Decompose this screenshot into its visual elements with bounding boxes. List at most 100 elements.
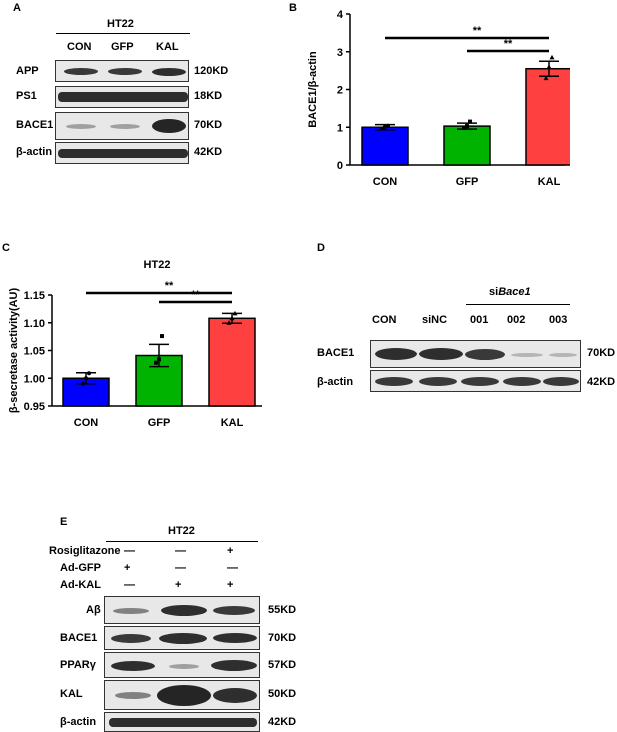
panel-a-blot-app <box>55 60 189 82</box>
panel-c-point-con-2 <box>87 371 91 376</box>
panel-a-row-bace1-kd: 70KD <box>194 119 223 131</box>
panel-e-adgfp-mark-3: — <box>227 562 238 574</box>
panel-e-row-actin-kd: 42KD <box>268 716 297 728</box>
panel-b-sig-label-1: ** <box>473 25 482 37</box>
panel-e-adgfp-mark-2: — <box>175 562 186 574</box>
panel-b-point-kal-2 <box>549 54 555 60</box>
panel-e-treatment-adkal-label: Ad-KAL <box>60 579 101 591</box>
panel-c-ytick-label-3: 1.10 <box>24 318 45 330</box>
panel-b-point-con-0 <box>380 126 384 131</box>
panel-c-ytick-label-1: 1.00 <box>24 373 45 385</box>
panel-b-point-gfp-1 <box>465 124 469 129</box>
panel-c-bar-kal <box>208 317 256 407</box>
panel-d-lane-sinc: siNC <box>422 314 448 326</box>
panel-c-xtick-label-kal: KAL <box>221 417 244 429</box>
panel-e-rosi-mark-2: — <box>175 545 186 557</box>
panel-b-ytick-label-3: 3 <box>337 47 343 59</box>
panel-d-blot-bace1 <box>370 340 581 368</box>
panel-d-group-prefix: si <box>489 286 499 298</box>
panel-a-blot-ps1 <box>55 86 189 108</box>
panel-a-row-ps1-label: PS1 <box>16 90 37 102</box>
panel-c-point-kal-2 <box>232 310 238 316</box>
panel-c-xtick-label-gfp: GFP <box>148 417 171 429</box>
panel-e-blot-bace1 <box>104 626 260 650</box>
panel-c-point-gfp-2 <box>160 334 164 339</box>
panel-a-row-ps1-kd: 18KD <box>194 90 223 102</box>
panel-b-sig-label-2: ** <box>504 38 513 50</box>
panel-e-row-bace1-kd: 70KD <box>268 632 297 644</box>
panel-e-row-bace1-label: BACE1 <box>60 632 98 644</box>
panel-d-row-bace1-label: BACE1 <box>317 347 355 359</box>
panel-d-blot-actin <box>370 370 581 392</box>
panel-c-point-gfp-1 <box>157 357 161 362</box>
panel-c-sig-label-2: ** <box>191 289 200 301</box>
panel-e-treatment-adgfp-label: Ad-GFP <box>60 562 101 574</box>
panel-a-row-bace1-label: BACE1 <box>16 119 54 131</box>
panel-b-xtick-label-con: CON <box>373 176 398 188</box>
panel-a-row-app-kd: 120KD <box>194 65 229 77</box>
panel-b-ytick-label-1: 1 <box>337 122 343 134</box>
panel-e-row-kal-label: KAL <box>60 688 83 700</box>
panel-a-lane-kal: KAL <box>156 41 179 53</box>
panel-b-bar-con <box>361 126 409 166</box>
panel-b-chart: 0 1 2 3 4 BACE1/β-actin CON GFP KAL ** ** <box>307 9 570 188</box>
panel-e-label: E <box>60 516 68 528</box>
panel-b-point-con-2 <box>386 123 390 128</box>
panel-d-group-label: siBace1 <box>489 286 531 298</box>
panel-a-title: HT22 <box>107 18 134 30</box>
panel-e-row-actin-label: β-actin <box>60 716 97 728</box>
panel-e-blot-kal <box>104 680 260 710</box>
panel-d-group-underline <box>466 304 570 305</box>
panel-a-row-app-label: APP <box>16 65 39 77</box>
panel-e-blot-abeta <box>104 596 260 624</box>
panel-d-row-actin-label: β-actin <box>317 376 354 388</box>
panel-b-label: B <box>289 2 297 14</box>
panel-d-row-actin-kd: 42KD <box>587 376 616 388</box>
panel-a-lane-con: CON <box>67 41 92 53</box>
panel-b-xtick-label-gfp: GFP <box>456 176 479 188</box>
panel-e-title-underline <box>106 541 258 542</box>
panel-c-chart: 0.95 1.00 1.05 1.10 1.15 β-secretase activity… <box>8 259 262 429</box>
panel-b-bar-kal <box>525 67 570 166</box>
panel-b-point-kal-1 <box>546 64 552 69</box>
panel-c-ytick-label-0: 0.95 <box>24 401 45 413</box>
panel-d-label: D <box>317 242 325 254</box>
panel-e-rosi-mark-3: + <box>227 545 234 557</box>
panel-b-point-gfp-0 <box>462 126 466 131</box>
panel-b-ytick-label-4: 4 <box>337 9 344 21</box>
panel-e-row-abeta-kd: 55KD <box>268 604 297 616</box>
panel-c-ylabel: β-secretase activity(AU) <box>8 288 20 414</box>
panel-e-title: HT22 <box>168 525 195 537</box>
panel-e-adkal-mark-1: — <box>124 579 135 591</box>
panel-c-ytick-label-4: 1.15 <box>24 290 45 302</box>
panel-d-lane-002: 002 <box>507 314 526 326</box>
panel-c-point-kal-1 <box>229 315 235 321</box>
panel-e-row-pparg-label: PPARγ <box>60 659 96 671</box>
panel-d-group-gene: Bace1 <box>498 286 531 298</box>
panel-b-ytick-label-0: 0 <box>337 160 343 172</box>
panel-e-adgfp-mark-1: + <box>124 562 131 574</box>
panel-e-treatment-rosi-label: Rosiglitazone <box>49 545 121 557</box>
panel-b-xtick-label-kal: KAL <box>538 176 561 188</box>
panel-e-blot-actin <box>104 712 260 732</box>
panel-a-title-underline <box>56 33 190 34</box>
panel-c-xtick-label-con: CON <box>74 417 99 429</box>
panel-d-lane-con: CON <box>372 314 397 326</box>
panel-a-label: A <box>13 2 21 14</box>
panel-c-sig-label-1: ** <box>165 280 174 292</box>
panel-b-ytick-label-2: 2 <box>337 85 343 97</box>
panel-c-point-kal-0 <box>226 320 232 325</box>
panel-d-lane-003: 003 <box>549 314 568 326</box>
panel-e-adkal-mark-2: + <box>175 579 182 591</box>
panel-a-blot-actin <box>55 142 189 164</box>
panel-b-point-kal-0 <box>543 75 549 81</box>
panel-d-row-bace1-kd: 70KD <box>587 347 616 359</box>
panel-a-row-actin-kd: 42KD <box>194 146 223 158</box>
panel-b-ylabel: BACE1/β-actin <box>307 51 319 128</box>
panel-b-point-con-1 <box>383 124 387 129</box>
panel-a-row-actin-label: β-actin <box>16 146 53 158</box>
panel-e-row-kal-kd: 50KD <box>268 688 297 700</box>
panel-a-blot-bace1 <box>55 112 189 140</box>
panel-e-adkal-mark-3: + <box>227 579 234 591</box>
panel-c-point-con-1 <box>84 376 88 381</box>
